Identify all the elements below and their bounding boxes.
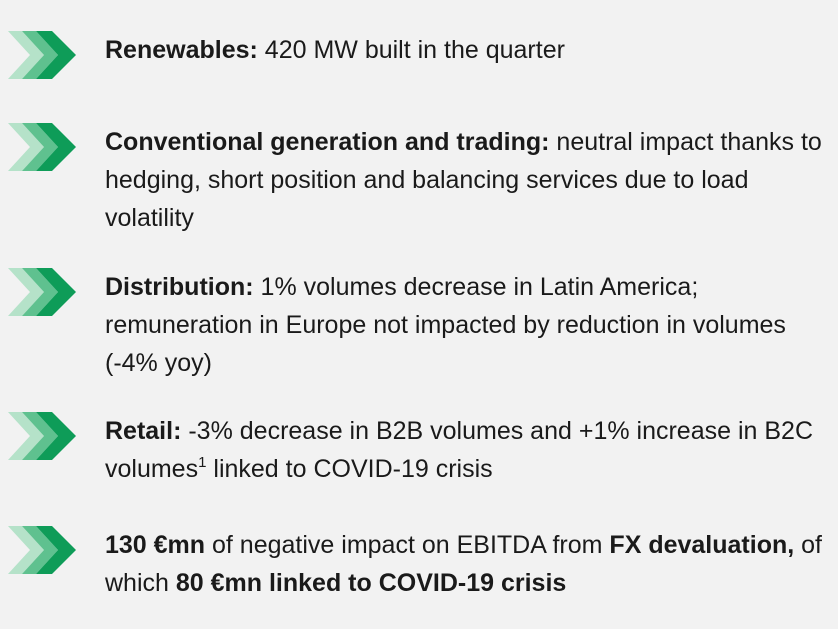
chevron-icon <box>8 268 76 316</box>
text-run: -3% decrease in B2B volumes and +1% incr… <box>105 417 813 483</box>
bold-text: Conventional generation and trading: <box>105 128 550 156</box>
text-run: linked to COVID-19 crisis <box>206 455 493 483</box>
text-run: neutral impact thanks to hedging, short … <box>105 128 822 232</box>
bullet-text: Retail: -3% decrease in B2B volumes and … <box>105 412 835 488</box>
chevron-icon <box>8 123 76 171</box>
bold-text: Distribution: <box>105 273 254 301</box>
footnote-mark: 1 <box>198 454 207 471</box>
bullet-text: Distribution: 1% volumes decrease in Lat… <box>105 268 835 382</box>
chevron-icon <box>8 412 76 460</box>
chevron-icon <box>8 526 76 574</box>
bold-text: 130 €mn <box>105 531 206 559</box>
bold-text: 80 €mn linked to COVID-19 crisis <box>175 569 567 597</box>
bullet-text: 130 €mn of negative impact on EBITDA fro… <box>105 526 835 602</box>
bold-text: Renewables: <box>105 36 258 64</box>
bold-text: FX devaluation, <box>609 531 795 559</box>
text-run: of negative impact on EBITDA from <box>205 531 610 559</box>
bullet-text: Conventional generation and trading: neu… <box>105 123 835 237</box>
text-run: of which <box>105 531 822 597</box>
chevron-icon <box>8 31 76 79</box>
bullet-text: Renewables: 420 MW built in the quarter <box>105 31 835 69</box>
text-run: 420 MW built in the quarter <box>257 36 565 64</box>
bold-text: Retail: <box>105 417 182 445</box>
text-run: 1% volumes decrease in Latin America; re… <box>105 273 786 377</box>
